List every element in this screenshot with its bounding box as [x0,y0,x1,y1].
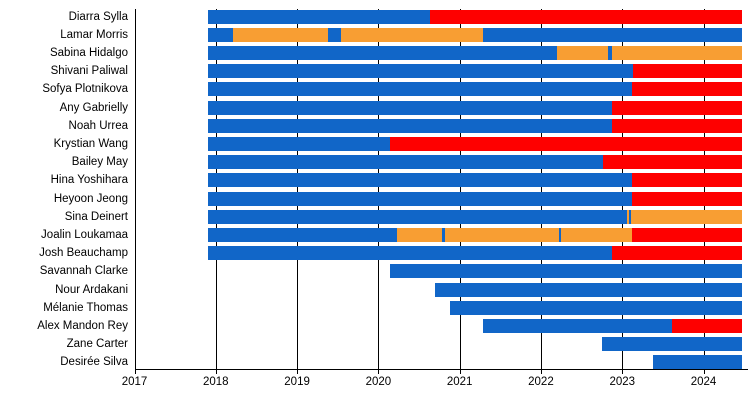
member-label: Savannah Clarke [39,265,128,278]
year-label: 2018 [202,376,229,388]
axis-tick [134,369,136,374]
year-label: 2017 [121,376,148,388]
axis-tick [215,369,217,374]
timeline-bar-segment [627,209,629,224]
timeline-bar-segment [483,27,742,42]
timeline-bar-segment [612,118,742,133]
member-label: Nour Ardakani [55,283,128,296]
timeline-bar-segment [207,209,628,224]
timeline-bar-segment [327,27,341,42]
timeline-bar-segment [445,227,559,242]
timeline-bar-segment [608,45,613,60]
timeline-bar-segment [483,318,672,333]
timeline-bar-segment [558,227,562,242]
year-gridline [378,9,380,369]
timeline-bar-segment [207,9,431,24]
axis-tick [540,369,542,374]
axis-tick [703,369,705,374]
timeline-bar-segment [653,355,742,370]
year-label: 2019 [284,376,310,388]
member-label: Any Gabrielly [59,101,128,114]
timeline-bar-segment [441,227,446,242]
year-label: 2022 [528,376,554,388]
timeline-bar-segment [207,45,558,60]
member-label: Alex Mandon Rey [37,319,128,332]
axis-tick [297,369,299,374]
timeline-bar-segment [207,100,613,115]
axis-tick [459,369,461,374]
year-gridline [540,9,542,369]
year-label: 2021 [446,376,473,388]
year-gridline [134,9,136,369]
timeline-bar-segment [397,227,442,242]
timeline-bar-segment [232,27,328,42]
timeline-bar-segment [207,191,632,206]
timeline-bar-segment [207,136,390,151]
timeline-bar-segment [207,246,613,261]
member-label: Krystian Wang [53,137,128,150]
timeline-bar-segment [628,209,632,224]
year-label: 2023 [609,376,636,388]
timeline-bar-segment [612,100,742,115]
timeline-bar-segment [207,227,398,242]
axis-tick [378,369,380,374]
member-label: Mélanie Thomas [43,301,128,314]
member-label: Shivani Paliwal [50,65,128,78]
member-label: Desirée Silva [60,356,128,369]
x-axis-line [134,369,748,370]
timeline-bar-segment [602,155,742,170]
member-label: Sofya Plotnikova [42,83,128,96]
year-label: 2024 [690,376,717,388]
timeline-bar-segment [561,227,632,242]
timeline-bar-segment [340,27,484,42]
year-gridline [215,9,217,369]
timeline-bar-segment [207,155,603,170]
timeline-bar-segment [207,64,633,79]
year-gridline [459,9,461,369]
timeline-bar-segment [435,282,742,297]
year-label: 2020 [365,376,392,388]
timeline-bar-segment [631,173,742,188]
timeline-bar-segment [207,173,632,188]
timeline-bar-segment [430,9,742,24]
timeline-bar-segment [207,82,632,97]
member-label: Heyoon Jeong [53,192,128,205]
timeline-bar-segment [671,318,742,333]
year-gridline [297,9,299,369]
timeline-bar-segment [601,337,742,352]
timeline-bar-segment [389,136,742,151]
member-label: Lamar Morris [60,28,128,41]
timeline-bar-segment [612,45,742,60]
timeline-bar-segment [207,118,613,133]
member-label: Diarra Sylla [68,10,128,23]
member-label: Sina Deinert [64,210,128,223]
timeline-bar-segment [557,45,609,60]
timeline-bar-segment [632,64,742,79]
timeline-bar-segment [389,264,742,279]
year-gridline [622,9,624,369]
timeline-bar-segment [449,300,742,315]
timeline-bar-segment [207,27,233,42]
timeline-bar-segment [612,246,742,261]
member-label: Hina Yoshihara [50,174,128,187]
member-label: Zane Carter [66,338,128,351]
axis-tick [622,369,624,374]
member-label: Sabina Hidalgo [49,46,128,59]
member-label: Noah Urrea [68,119,128,132]
timeline-bar-segment [631,227,742,242]
year-gridline [703,9,705,369]
timeline-bar-segment [631,209,742,224]
timeline-bar-segment [631,82,742,97]
member-label: Bailey May [71,156,128,169]
member-label: Joalin Loukamaa [41,228,128,241]
member-label: Josh Beauchamp [39,247,128,260]
timeline-bar-segment [631,191,742,206]
